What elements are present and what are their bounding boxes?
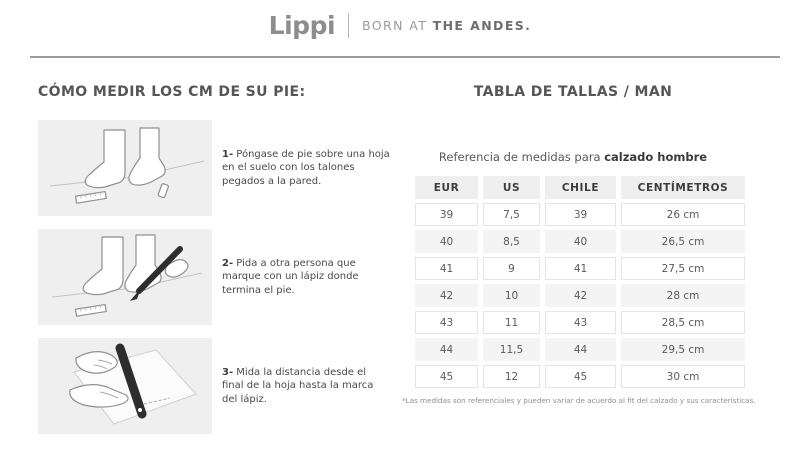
brand-header: Lippi BORN AT THE ANDES. bbox=[0, 13, 800, 38]
table-cell: 45 bbox=[415, 365, 478, 388]
pencil-marking-illustration bbox=[38, 229, 212, 325]
tagline-bold: THE ANDES. bbox=[433, 18, 532, 33]
table-row: 39 7,5 39 26 cm bbox=[415, 203, 745, 226]
table-cell: 41 bbox=[415, 257, 478, 280]
size-guide-page: Lippi BORN AT THE ANDES. CÓMO MEDIR LOS … bbox=[0, 0, 800, 453]
step-3: 3- Mida la distancia desde el final de l… bbox=[38, 338, 394, 434]
table-cell: 28 cm bbox=[621, 284, 745, 307]
lippi-logo: Lippi bbox=[269, 13, 335, 38]
table-cell: 12 bbox=[483, 365, 540, 388]
header-centimetros: CENTÍMETROS bbox=[621, 176, 745, 199]
table-cell: 40 bbox=[545, 230, 616, 253]
table-row: 42 10 42 28 cm bbox=[415, 284, 745, 307]
table-cell: 29,5 cm bbox=[621, 338, 745, 361]
step-2: 2- Pida a otra persona que marque con un… bbox=[38, 229, 394, 325]
table-cell: 7,5 bbox=[483, 203, 540, 226]
table-cell: 27,5 cm bbox=[621, 257, 745, 280]
table-cell: 28,5 cm bbox=[621, 311, 745, 334]
table-cell: 42 bbox=[545, 284, 616, 307]
table-footnote: *Las medidas son referenciales y pueden … bbox=[402, 396, 747, 405]
measure-instructions-section: CÓMO MEDIR LOS CM DE SU PIE: 1- Póngase … bbox=[38, 84, 394, 447]
table-cell: 26 cm bbox=[621, 203, 745, 226]
table-row: 43 11 43 28,5 cm bbox=[415, 311, 745, 334]
table-cell: 42 bbox=[415, 284, 478, 307]
table-cell: 44 bbox=[415, 338, 478, 361]
feet-standing-illustration bbox=[38, 120, 212, 216]
table-cell: 43 bbox=[415, 311, 478, 334]
table-cell: 8,5 bbox=[483, 230, 540, 253]
table-row: 44 11,5 44 29,5 cm bbox=[415, 338, 745, 361]
subtitle-bold: calzado hombre bbox=[604, 150, 707, 164]
header-us: US bbox=[483, 176, 540, 199]
step3-number: 3- bbox=[222, 367, 233, 378]
table-subtitle: Referencia de medidas para calzado hombr… bbox=[400, 150, 746, 164]
step-1: 1- Póngase de pie sobre una hoja en el s… bbox=[38, 120, 394, 216]
table-cell: 41 bbox=[545, 257, 616, 280]
table-cell: 10 bbox=[483, 284, 540, 307]
table-cell: 30 cm bbox=[621, 365, 745, 388]
logo-separator bbox=[348, 13, 349, 38]
table-cell: 45 bbox=[545, 365, 616, 388]
table-cell: 40 bbox=[415, 230, 478, 253]
table-header-row: EUR US CHILE CENTÍMETROS bbox=[415, 176, 745, 199]
header-eur: EUR bbox=[415, 176, 478, 199]
size-table-section: TABLA DE TALLAS / MAN Referencia de medi… bbox=[400, 84, 746, 405]
step1-number: 1- bbox=[222, 149, 233, 160]
table-cell: 43 bbox=[545, 311, 616, 334]
table-cell: 44 bbox=[545, 338, 616, 361]
step1-text: 1- Póngase de pie sobre una hoja en el s… bbox=[222, 148, 390, 189]
table-cell: 39 bbox=[415, 203, 478, 226]
header-divider bbox=[30, 56, 780, 58]
table-cell: 11 bbox=[483, 311, 540, 334]
brand-tagline: BORN AT THE ANDES. bbox=[362, 18, 531, 33]
header-chile: CHILE bbox=[545, 176, 616, 199]
table-row: 45 12 45 30 cm bbox=[415, 365, 745, 388]
instructions-title: CÓMO MEDIR LOS CM DE SU PIE: bbox=[38, 84, 394, 100]
size-table: EUR US CHILE CENTÍMETROS 39 7,5 39 26 cm… bbox=[415, 176, 745, 388]
step3-text: 3- Mida la distancia desde el final de l… bbox=[222, 366, 390, 407]
step2-text: 2- Pida a otra persona que marque con un… bbox=[222, 257, 390, 298]
table-row: 41 9 41 27,5 cm bbox=[415, 257, 745, 280]
tagline-light: BORN AT bbox=[362, 18, 433, 33]
table-row: 40 8,5 40 26,5 cm bbox=[415, 230, 745, 253]
step2-number: 2- bbox=[222, 258, 233, 269]
table-cell: 26,5 cm bbox=[621, 230, 745, 253]
table-cell: 39 bbox=[545, 203, 616, 226]
table-cell: 11,5 bbox=[483, 338, 540, 361]
table-cell: 9 bbox=[483, 257, 540, 280]
size-table-title: TABLA DE TALLAS / MAN bbox=[400, 84, 746, 100]
ruler-measuring-illustration bbox=[38, 338, 212, 434]
